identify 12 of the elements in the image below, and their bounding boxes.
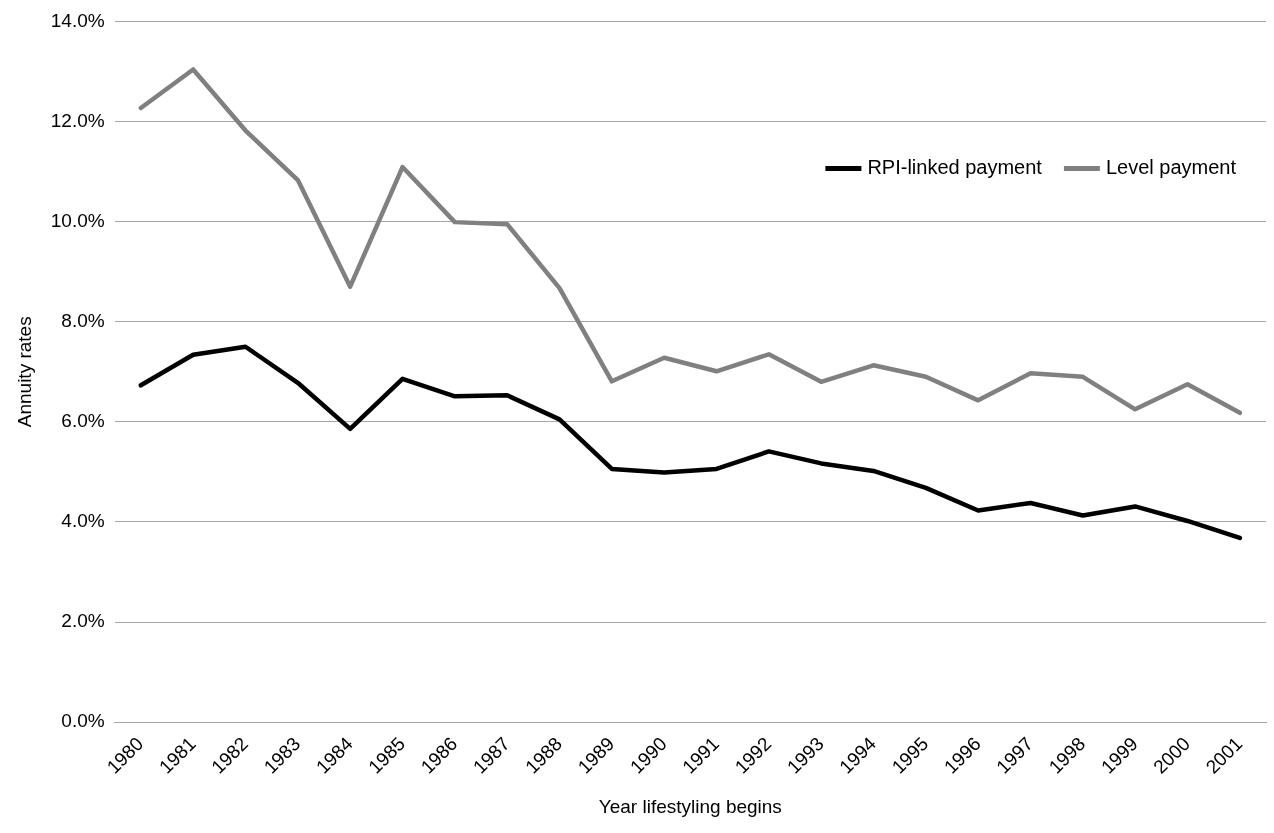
legend-label: Level payment bbox=[1105, 155, 1237, 178]
y-tick-label: 14.0% bbox=[50, 9, 105, 31]
y-axis-title: Annuity rates bbox=[13, 316, 35, 428]
y-tick-label: 10.0% bbox=[50, 209, 105, 231]
y-tick-label: 6.0% bbox=[61, 410, 105, 432]
legend-label: RPI-linked payment bbox=[867, 155, 1043, 178]
x-axis-title: Year lifestyling begins bbox=[598, 795, 782, 817]
y-tick-label: 8.0% bbox=[61, 309, 105, 331]
y-tick-label: 4.0% bbox=[61, 510, 105, 532]
y-tick-label: 12.0% bbox=[50, 109, 105, 131]
y-tick-label: 0.0% bbox=[61, 710, 105, 732]
y-tick-label: 2.0% bbox=[61, 610, 105, 632]
